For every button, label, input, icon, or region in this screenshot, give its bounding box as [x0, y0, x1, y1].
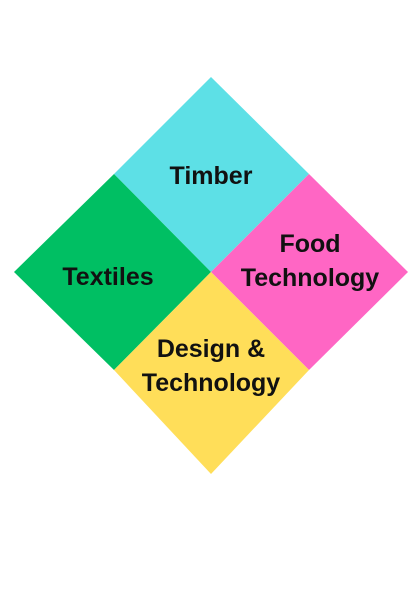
quadrant-top-timber [114, 77, 309, 272]
label-food-technology: Food Technology [200, 227, 420, 295]
label-timber: Timber [101, 159, 321, 193]
label-timber-line-1: Timber [169, 162, 253, 190]
label-design-technology-line-2: Technology [141, 369, 281, 397]
label-design-technology: Design & Technology [101, 332, 321, 400]
label-textiles-line-1: Textiles [62, 263, 154, 291]
label-food-technology-line-2: Technology [240, 264, 380, 292]
label-textiles: Textiles [0, 260, 218, 294]
quadrant-left-textiles [14, 174, 211, 370]
label-food-technology-line-1: Food [279, 230, 341, 258]
quadrant-right-food-technology [211, 174, 408, 370]
label-design-technology-line-1: Design & [156, 335, 266, 363]
quadrant-bottom-design-technology [114, 272, 309, 474]
